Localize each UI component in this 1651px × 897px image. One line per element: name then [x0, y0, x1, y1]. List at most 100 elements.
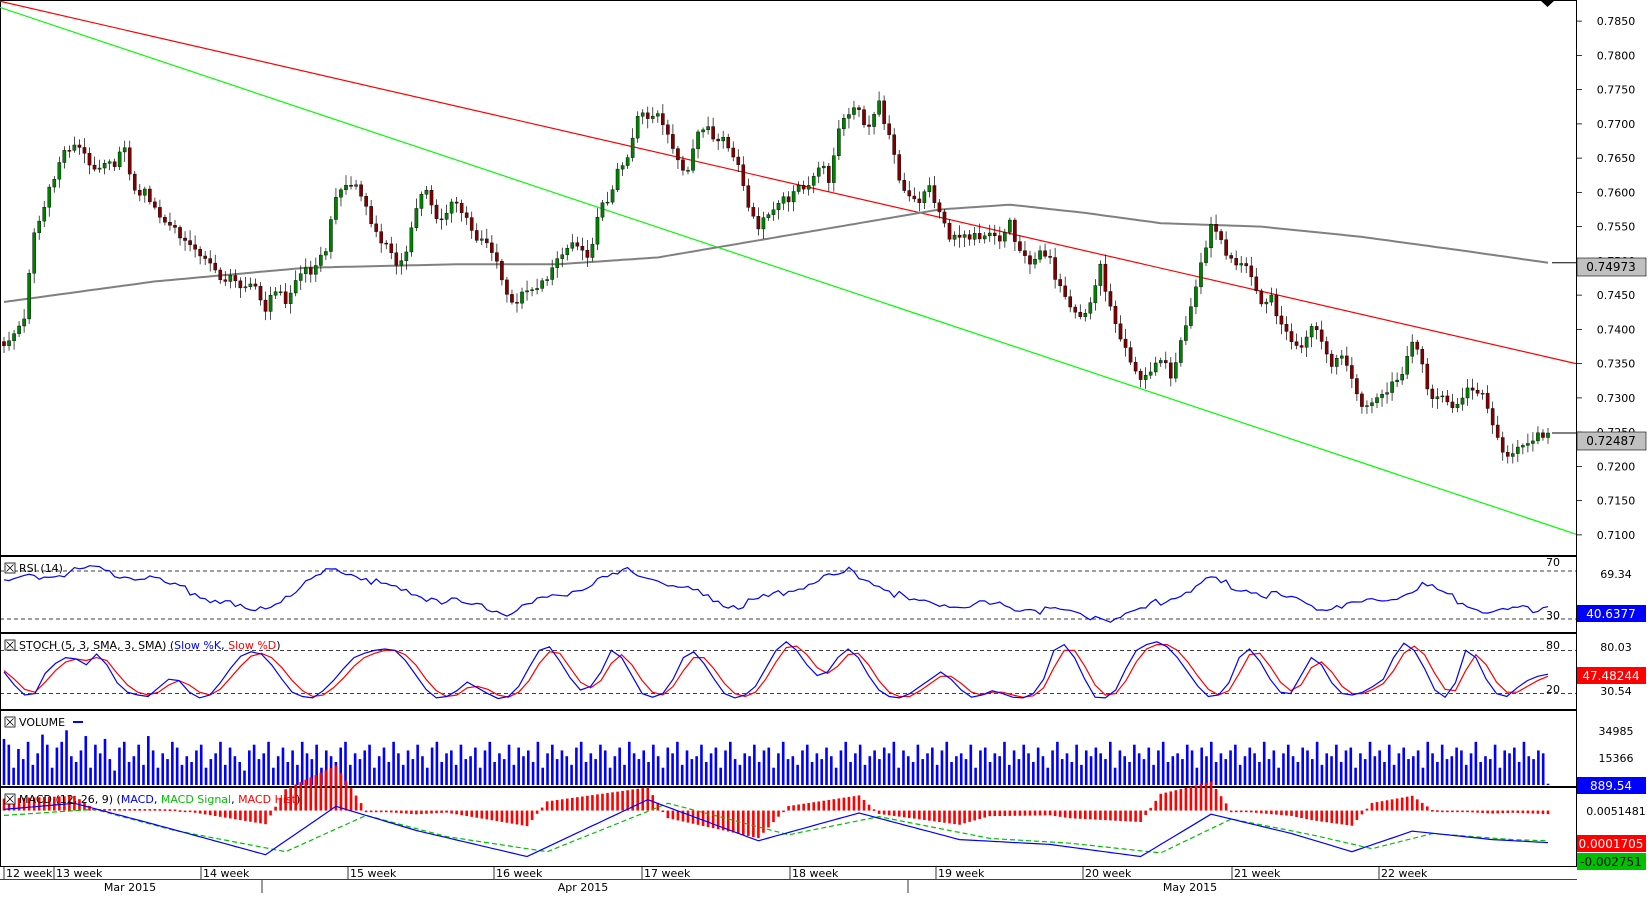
volume-bar: [1412, 756, 1415, 785]
macd-hist-bar: [249, 810, 252, 822]
candle: [1209, 216, 1213, 258]
macd-hist-bar: [269, 810, 272, 816]
macd-hist-bar: [1380, 801, 1384, 811]
macd-hist-bar: [485, 810, 489, 820]
candle: [37, 215, 42, 240]
macd-hist-bar: [983, 810, 987, 818]
macd-hist-bar: [892, 810, 896, 816]
candle: [520, 287, 524, 309]
candle: [1405, 345, 1409, 380]
candle: [1108, 283, 1113, 311]
volume-bar: [1455, 747, 1458, 785]
candle: [414, 198, 419, 232]
volume-current-badge: [1577, 777, 1646, 794]
macd-hist-bar: [1385, 800, 1389, 811]
macd-hist-bar: [676, 810, 680, 821]
volume-bar: [1277, 767, 1280, 785]
macd-hist-bar: [405, 810, 408, 814]
macd-hist-bar: [153, 809, 157, 811]
volume-bar: [1450, 756, 1454, 785]
stoch-label: STOCH (5, 3, SMA, 3, SMA): [19, 639, 166, 652]
candle: [1400, 366, 1404, 385]
macd-hist-bar: [616, 791, 619, 811]
volume-bar: [315, 744, 318, 785]
candle: [1063, 276, 1067, 300]
candle: [143, 186, 147, 203]
volume-bar: [204, 767, 208, 785]
volume-bar: [339, 747, 342, 785]
volume-bar: [1234, 744, 1237, 785]
candle: [47, 184, 52, 217]
volume-bar: [344, 741, 347, 785]
volume-bar: [41, 734, 44, 785]
macd-hist-bar: [520, 810, 524, 826]
candle: [188, 230, 192, 252]
macd-hist-bar: [22, 797, 26, 811]
macd-hist-bar: [1099, 810, 1102, 820]
macd-hist-bar: [324, 770, 328, 811]
candle: [590, 237, 595, 262]
rsi-panel: 70 30 RSI (14) 69.34 40.6377: [0, 556, 1646, 633]
macd-hist-bar: [1239, 810, 1243, 813]
macd-hist-bar: [37, 797, 41, 811]
volume-bar: [1137, 753, 1141, 785]
volume-bar: [1368, 741, 1372, 785]
stoch-level-20-label: 20: [1546, 683, 1560, 696]
week-label: 13 week: [56, 867, 103, 880]
candle: [1505, 445, 1510, 464]
macd-hist-bar: [27, 797, 31, 811]
macd-hist-bar: [1345, 810, 1349, 826]
candle: [1264, 298, 1269, 314]
macd-hist-bar: [364, 810, 368, 813]
candle: [474, 223, 479, 243]
macd-hist-bar: [857, 795, 861, 811]
candle: [1259, 288, 1264, 307]
candle: [218, 267, 223, 284]
candle: [485, 228, 489, 249]
macd-hist-bar: [1390, 799, 1394, 811]
candle: [1058, 273, 1062, 293]
macd-hist-bar: [455, 810, 458, 815]
candle: [1345, 346, 1349, 372]
volume-bar: [1335, 744, 1338, 785]
volume-bar: [228, 747, 232, 785]
macd-hist-bar: [782, 810, 785, 813]
volume-bar: [1113, 767, 1117, 785]
volume-bar: [777, 753, 780, 785]
volume-bar: [368, 744, 371, 785]
week-label: 20 week: [1085, 867, 1132, 880]
macd-hist-bar: [138, 809, 142, 811]
candle: [630, 128, 635, 162]
macd-hist-bar: [812, 802, 816, 811]
week-label: 21 week: [1234, 867, 1281, 880]
macd-hist-bar: [1199, 784, 1203, 811]
volume-bar: [373, 767, 376, 785]
macd-hist-bar: [1355, 810, 1359, 821]
candle: [992, 224, 997, 245]
macd-hist-bar: [1119, 810, 1122, 821]
macd-hist-bar: [1194, 785, 1198, 811]
volume-bar: [652, 744, 655, 785]
candle: [424, 186, 429, 199]
volume-bar: [1022, 744, 1026, 785]
volume-bar: [387, 761, 391, 785]
candle: [137, 183, 142, 202]
volume-bar: [1474, 741, 1478, 785]
volume-bar: [50, 767, 54, 785]
macd-hist-bar: [822, 800, 826, 811]
candle: [877, 91, 881, 117]
volume-bar: [257, 759, 261, 785]
volume-bar: [248, 750, 251, 785]
price-tick-label: 0.7450: [1597, 289, 1636, 302]
macd-hist-bar: [229, 810, 232, 819]
volume-current-text: 889.54: [1590, 779, 1632, 793]
scroll-arrow-icon[interactable]: [1540, 0, 1555, 7]
macd-hist-bar: [1285, 810, 1288, 816]
candle: [1329, 350, 1334, 374]
candle: [791, 185, 796, 212]
macd-label: MACD (12, 26, 9): [19, 793, 113, 806]
macd-hist-bar: [223, 810, 227, 818]
volume-bar: [608, 767, 612, 785]
volume-bar: [536, 741, 540, 785]
macd-hist-bar: [1295, 810, 1298, 818]
